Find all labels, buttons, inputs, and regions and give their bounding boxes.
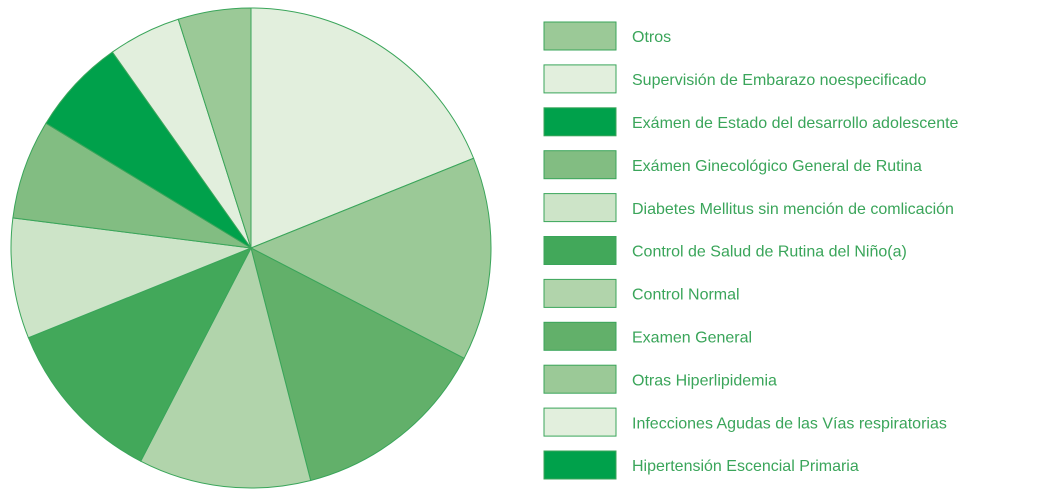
legend-label: Control Normal [632,287,740,304]
legend-label: Otros [632,29,671,46]
legend-label: Hipertensión Escencial Primaria [632,458,859,475]
pie-slice [177,7,252,249]
legend-swatch [543,278,617,308]
legend-label: Supervisión de Embarazo noespecificado [632,72,927,89]
pie-slice [249,157,492,359]
legend-label: Control de Salud de Rutina del Niño(a) [632,244,907,261]
legend-label: Examen General [632,330,752,347]
legend-swatch [543,21,617,51]
legend-swatch [543,407,617,437]
pie-slice [250,7,475,249]
legend-swatch [543,321,617,351]
legend-swatch [543,193,617,223]
pie-slice [250,247,465,482]
legend-swatch [543,450,617,480]
legend-swatch [543,107,617,137]
legend-label: Exámen Ginecológico General de Rutina [632,158,922,175]
legend-swatch [543,64,617,94]
pie-slice [140,246,312,489]
legend-swatch [543,150,617,180]
legend-swatch [543,236,617,265]
pie-slice [27,247,253,462]
pie-slice [10,217,253,339]
legend-label: Exámen de Estado del desarrollo adolesce… [632,115,959,132]
legend-swatch [543,364,617,394]
legend-label: Infecciones Agudas de las Vías respirato… [632,415,947,432]
legend-label: Diabetes Mellitus sin mención de comlica… [632,201,954,218]
legend-label: Otras Hiperlipidemia [632,372,777,389]
